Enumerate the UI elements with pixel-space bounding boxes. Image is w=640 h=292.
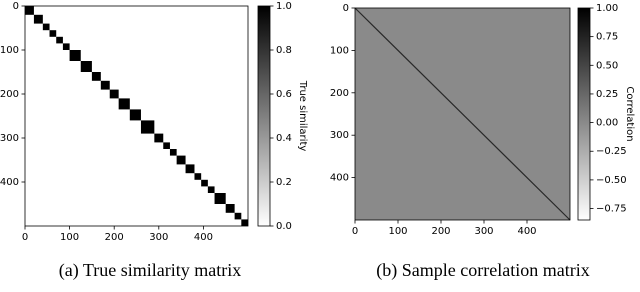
x-tick-label: 400 [517,226,536,237]
colorbar-tick-label: 0.75 [596,32,618,43]
block [201,179,208,187]
block [42,23,50,31]
block [163,142,170,149]
colorbar-tick-label: 0.00 [596,118,618,129]
colorbar-tick-label: 1.00 [596,3,618,14]
block [25,6,34,15]
y-tick-label: 400 [0,177,19,188]
colorbar-tick-label: −0.75 [596,204,627,215]
block [56,36,63,44]
colorbar [577,7,591,221]
y-tick-label: 0 [13,1,19,12]
colorbar-tick-label: 0.6 [276,89,292,100]
y-tick-label: 100 [0,45,19,56]
x-tick-label: 400 [194,232,213,243]
colorbar-tick-label: 0.0 [276,221,292,232]
colorbar-label: True similarity [297,80,308,152]
block [154,133,164,143]
block [49,30,57,37]
block [234,212,242,220]
y-tick-label: 300 [330,130,349,141]
block [62,43,70,50]
x-tick-label: 200 [431,226,450,237]
block [225,204,235,213]
x-tick-label: 300 [474,226,493,237]
x-tick-label: 0 [22,232,28,243]
y-tick-label: 200 [0,89,19,100]
block [118,98,130,110]
block [140,120,155,134]
colorbar-tick-label: 0.50 [596,60,618,71]
colorbar-label: Correlation [624,86,635,141]
block [207,186,215,193]
y-tick-label: 100 [330,45,349,56]
block [109,89,119,99]
x-tick-label: 0 [352,226,358,237]
block [100,80,110,90]
diagonal [354,7,571,221]
colorbar-tick-label: 0.4 [276,133,292,144]
block [185,164,195,174]
y-tick-label: 0 [343,3,349,14]
colorbar-tick-label: −0.50 [596,175,627,186]
y-tick-label: 200 [330,88,349,99]
colorbar-tick-label: 0.25 [596,89,618,100]
plot-frame [354,7,571,221]
plot-frame [24,5,249,227]
colorbar-tick-label: −0.25 [596,146,627,157]
colorbar [257,5,271,227]
caption: (b) Sample correlation matrix [376,260,589,281]
block [91,72,101,81]
block [33,14,43,24]
block [214,193,226,204]
caption: (a) True similarity matrix [59,260,241,281]
block [80,61,92,72]
y-tick-label: 300 [0,133,19,144]
block [194,173,202,180]
x-tick-label: 200 [105,232,124,243]
colorbar-tick-label: 0.2 [276,177,292,188]
block [69,50,81,61]
colorbar-tick-label: 1.0 [276,1,292,12]
x-tick-label: 100 [388,226,407,237]
x-tick-label: 300 [149,232,168,243]
block [176,155,186,165]
block [241,219,248,226]
x-tick-label: 100 [60,232,79,243]
y-tick-label: 400 [330,173,349,184]
colorbar-tick-label: 0.8 [276,45,292,56]
block [169,149,177,156]
block [129,109,141,121]
